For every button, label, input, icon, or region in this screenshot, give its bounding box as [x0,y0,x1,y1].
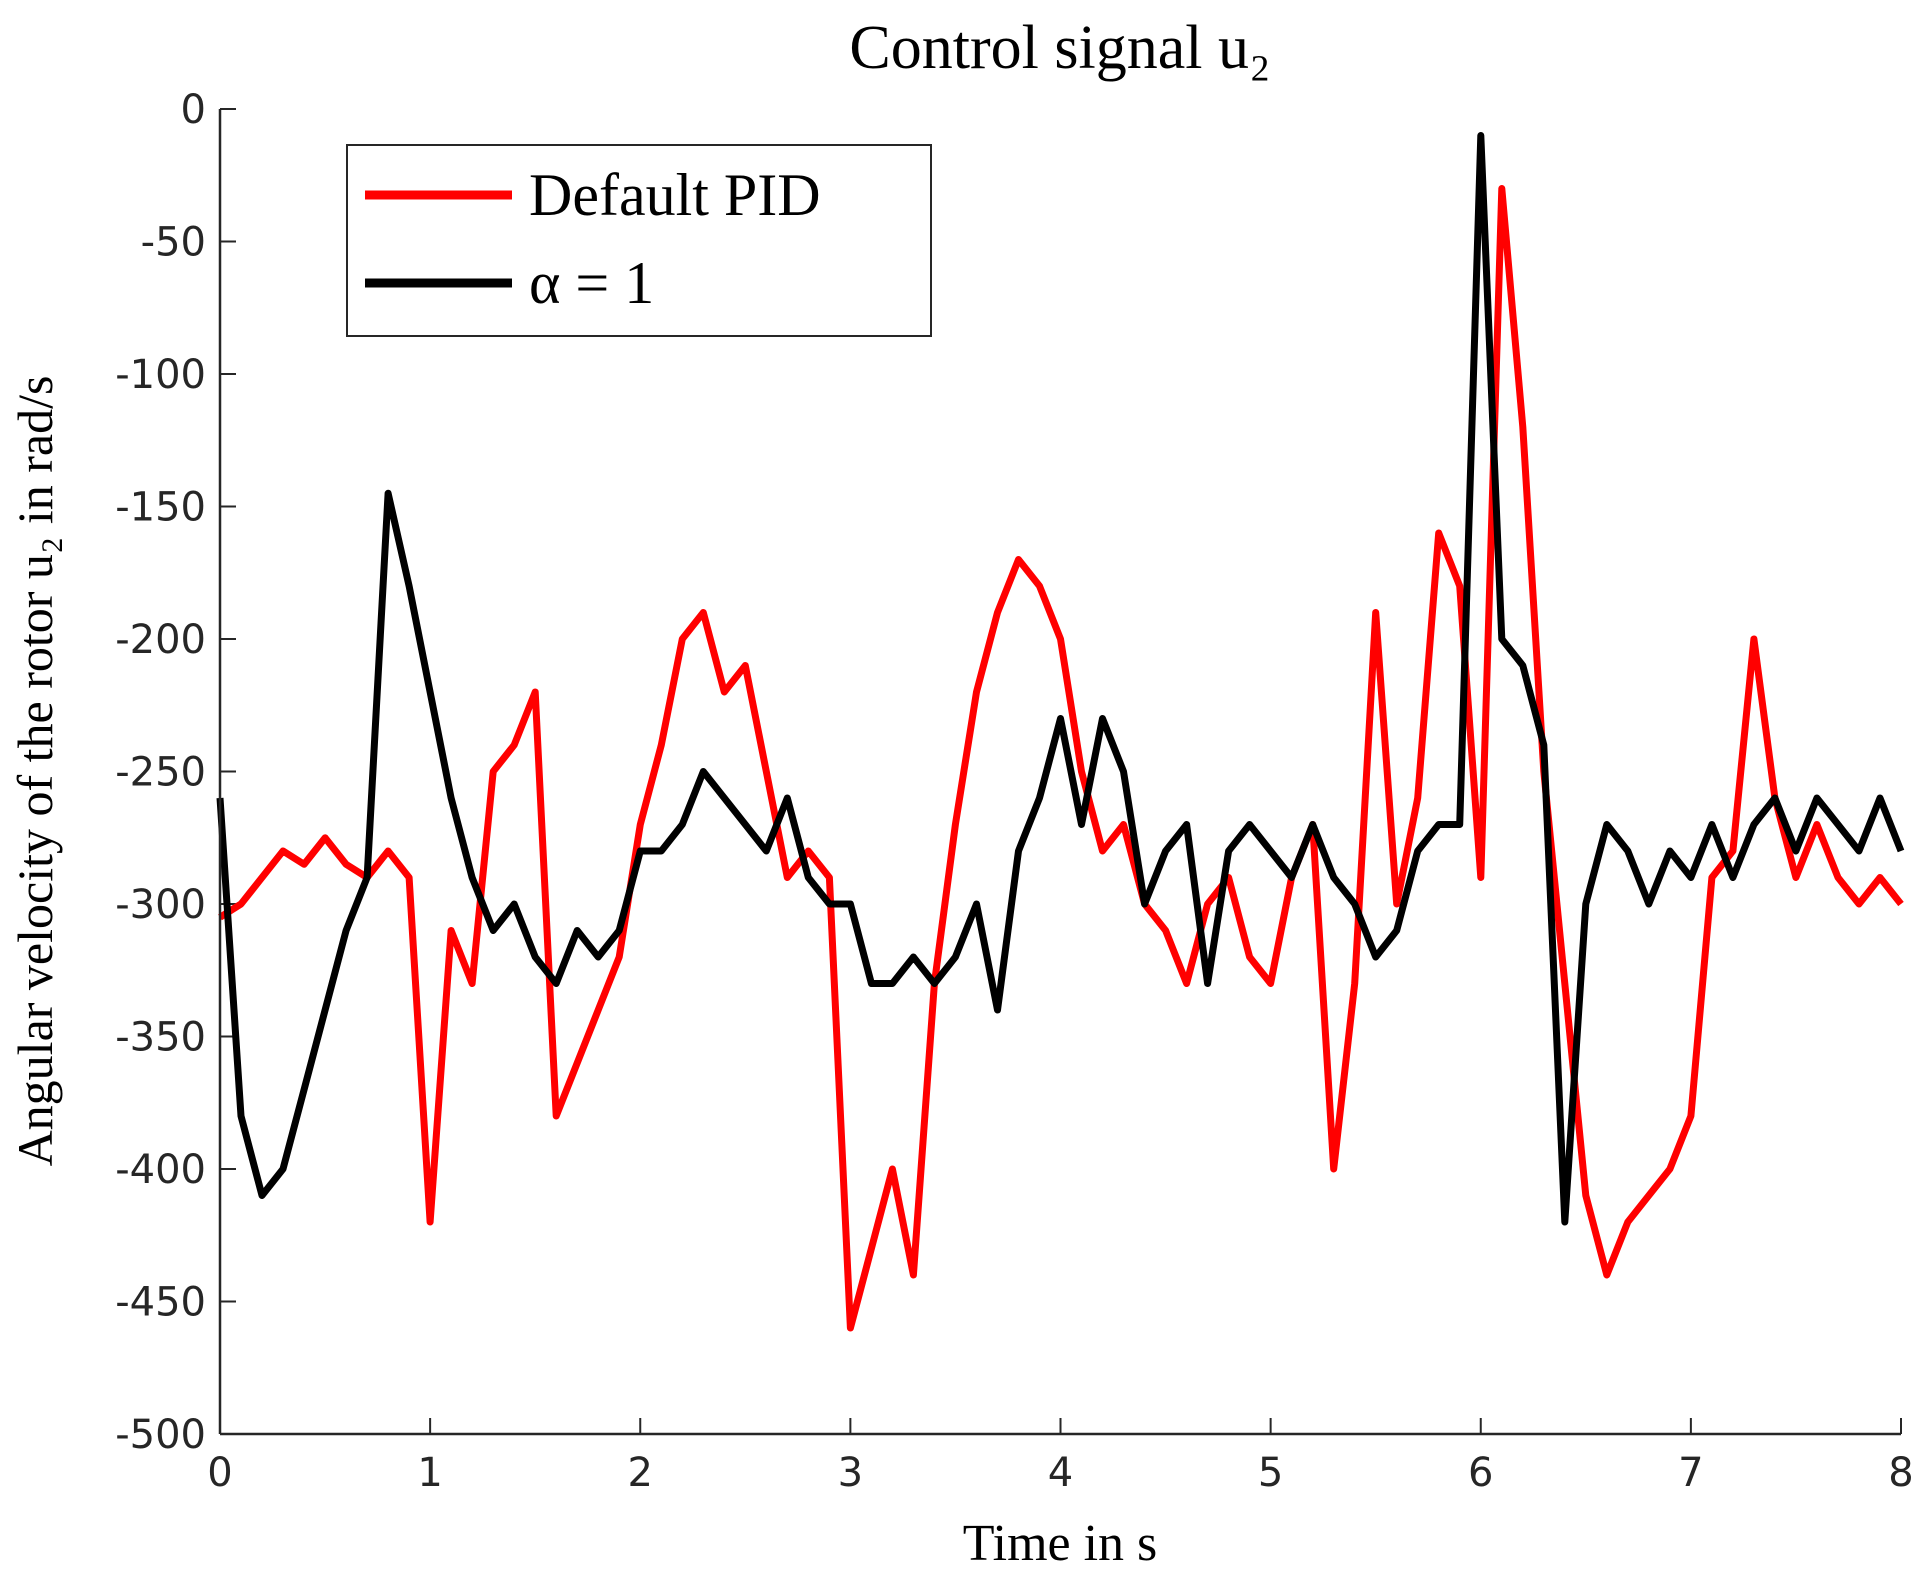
x-tick-label: 5 [1258,1450,1283,1496]
legend-box [346,144,932,337]
y-tick-label: 0 [181,87,206,133]
data-line [216,132,1905,1226]
x-tick-label: 4 [1048,1450,1073,1496]
x-tick-label: 0 [207,1450,232,1496]
y-tick-label: -250 [115,750,206,796]
x-tick-label: 3 [838,1450,863,1496]
legend-label: α = 1 [529,250,654,316]
chart-title: Control signal u₂ [849,14,1270,82]
y-tick-label: -100 [115,352,206,398]
plot-lines [216,132,1905,1332]
y-tick-label: -350 [115,1015,206,1061]
x-tick-label: 8 [1888,1450,1913,1496]
x-tick-label: 1 [417,1450,442,1496]
y-tick-label: -450 [115,1280,206,1326]
y-tick-label: -400 [115,1147,206,1193]
y-tick-label: -50 [141,220,206,266]
x-tick-label: 2 [628,1450,653,1496]
x-tick-label: 7 [1678,1450,1703,1496]
legend-label: Default PID [529,162,821,228]
y-tick-label: -500 [115,1412,206,1458]
data-line [218,185,1904,1332]
y-tick-label: -300 [115,882,206,928]
x-tick-label: 6 [1468,1450,1493,1496]
x-axis-label: Time in s [963,1515,1158,1572]
legend: Default PID α = 1 [346,144,932,337]
y-tick-label: -150 [115,485,206,531]
y-tick-label: -200 [115,617,206,663]
y-axis-label: Angular velocity of the rotor u₂ in rad/… [7,376,63,1167]
